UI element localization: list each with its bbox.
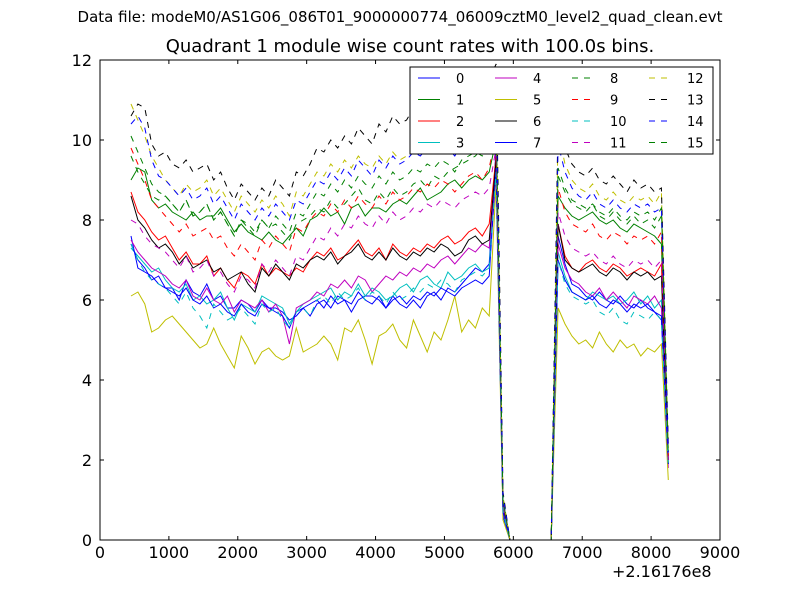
y-tick-label: 4 bbox=[82, 371, 92, 390]
series-line-11 bbox=[130, 147, 669, 541]
legend-label-8: 8 bbox=[610, 72, 618, 87]
ticks-layer: 0 1000 2000 3000 4000 5000 6000 7000 8000 9000 0 2 4… bbox=[72, 51, 741, 562]
legend-label-7: 7 bbox=[533, 137, 541, 152]
legend-label-4: 4 bbox=[533, 72, 541, 87]
legend-label-11: 11 bbox=[610, 137, 627, 152]
x-tick-label: 1000 bbox=[149, 543, 190, 562]
y-tick-label: 0 bbox=[82, 531, 92, 550]
x-tick-label: 3000 bbox=[286, 543, 327, 562]
data-file-title: Data file: modeM0/AS1G06_086T01_90000007… bbox=[77, 8, 723, 26]
y-tick-label: 10 bbox=[72, 131, 92, 150]
legend-label-10: 10 bbox=[610, 115, 627, 130]
series-line-14 bbox=[130, 99, 669, 541]
series-line-9 bbox=[130, 131, 669, 541]
y-tick-label: 2 bbox=[82, 451, 92, 470]
legend-label-3: 3 bbox=[456, 137, 464, 152]
legend-label-0: 0 bbox=[456, 72, 464, 87]
chart-title: Quadrant 1 module wise count rates with … bbox=[165, 36, 655, 57]
series-line-6 bbox=[130, 159, 669, 541]
x-tick-label: 9000 bbox=[700, 543, 741, 562]
x-tick-label: 8000 bbox=[631, 543, 672, 562]
legend-label-5: 5 bbox=[533, 94, 541, 109]
x-tick-label: 4000 bbox=[355, 543, 396, 562]
y-tick-label: 8 bbox=[82, 211, 92, 230]
series-line-5 bbox=[130, 183, 669, 541]
x-tick-label: 7000 bbox=[562, 543, 603, 562]
series-line-15 bbox=[130, 119, 669, 541]
legend-label-2: 2 bbox=[456, 115, 464, 130]
x-tick-label: 6000 bbox=[493, 543, 534, 562]
legend-label-15: 15 bbox=[687, 137, 704, 152]
legend-box bbox=[409, 66, 714, 155]
legend-label-12: 12 bbox=[687, 72, 704, 87]
series-layer bbox=[130, 63, 669, 541]
legend-label-13: 13 bbox=[687, 94, 704, 109]
series-line-10 bbox=[130, 171, 669, 541]
legend-label-6: 6 bbox=[533, 115, 541, 130]
series-line-7 bbox=[130, 167, 669, 541]
legend-label-14: 14 bbox=[687, 115, 704, 130]
legend-label-9: 9 bbox=[610, 94, 618, 109]
x-tick-label: 5000 bbox=[424, 543, 465, 562]
x-tick-label: 2000 bbox=[217, 543, 258, 562]
x-axis-offset-label: +2.16176e8 bbox=[612, 562, 712, 581]
legend-label-1: 1 bbox=[456, 94, 464, 109]
series-line-0 bbox=[130, 147, 669, 541]
y-tick-label: 6 bbox=[82, 291, 92, 310]
x-tick-label: 0 bbox=[95, 543, 105, 562]
y-tick-label: 12 bbox=[72, 51, 92, 70]
series-line-13 bbox=[130, 63, 669, 541]
